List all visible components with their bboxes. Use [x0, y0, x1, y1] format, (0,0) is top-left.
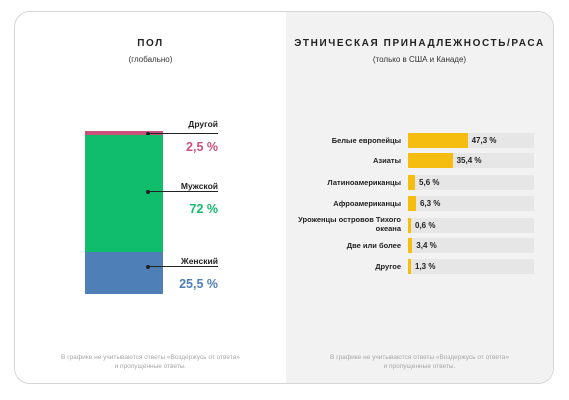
gender-label: Другой [188, 119, 218, 129]
gender-leader-dot [146, 264, 150, 269]
ethnicity-subtitle: (только в США и Канаде) [372, 55, 467, 64]
ethnicity-value-label: 5,6 % [419, 178, 440, 187]
ethnicity-category-label: Другое [375, 262, 401, 271]
ethnicity-bar [408, 175, 416, 190]
ethnicity-category-label: Белые европейцы [331, 136, 401, 145]
ethnicity-footnote: В графике не учитываются ответы «Воздерж… [286, 353, 553, 371]
ethnicity-footnote-line2: и пропущенные ответы. [383, 363, 456, 370]
ethnicity-bar-track [408, 153, 534, 168]
gender-value: 72 % [189, 202, 219, 216]
ethnicity-value-label: 35,4 % [456, 156, 482, 165]
gender-leader-dot [146, 189, 150, 194]
ethnicity-category-label: Две или более [346, 241, 401, 250]
ethnicity-category-label: Азиаты [372, 156, 401, 165]
ethnicity-value-label: 47,3 % [471, 136, 497, 145]
ethnicity-bar [408, 196, 416, 211]
ethnicity-value-label: 6,3 % [419, 199, 441, 208]
gender-label: Женский [181, 256, 218, 266]
gender-leader-line [148, 133, 218, 134]
ethnicity-footnote-line1: В графике не учитываются ответы «Воздерж… [330, 354, 509, 361]
gender-footnote-line2: и пропущенные ответы. [114, 363, 187, 370]
gender-leader-line [148, 266, 218, 267]
ethnicity-value-label: 3,4 % [416, 241, 437, 250]
ethnicity-bar [408, 153, 453, 168]
ethnicity-bar-track [408, 238, 534, 253]
ethnicity-bar [408, 259, 411, 274]
gender-segment-3 [85, 252, 163, 294]
ethnicity-title: ЭТНИЧЕСКАЯ ПРИНАДЛЕЖНОСТЬ/РАСА [294, 38, 545, 49]
gender-segment-1 [85, 131, 163, 136]
gender-value: 25,5 % [179, 277, 218, 291]
gender-footnote: В графике не учитываются ответы «Воздерж… [15, 353, 286, 371]
gender-label: Мужской [180, 181, 218, 191]
gender-title: ПОЛ [137, 38, 164, 49]
ethnicity-bar [408, 218, 411, 233]
ethnicity-value-label: 0,6 % [415, 221, 436, 230]
gender-value: 2,5 % [186, 140, 218, 154]
ethnicity-category-label: Уроженцы островов Тихого океана [298, 215, 401, 233]
gender-footnote-line1: В графике не учитываются ответы «Воздерж… [61, 354, 240, 361]
ethnicity-bar-track [408, 259, 534, 274]
gender-segment-2 [85, 135, 163, 253]
gender-subtitle: (глобально) [128, 55, 173, 64]
ethnicity-value-label: 1,3 % [415, 262, 436, 271]
gender-leader-line [148, 191, 218, 192]
ethnicity-bar-track [408, 133, 534, 148]
ethnicity-category-label: Афроамериканцы [333, 199, 401, 208]
ethnicity-bar-track [408, 218, 534, 233]
ethnicity-category-label: Латиноамериканцы [327, 178, 401, 187]
ethnicity-bar-track [408, 175, 534, 190]
gender-leader-dot [146, 131, 150, 136]
ethnicity-bar [408, 133, 468, 148]
ethnicity-bar-track [408, 196, 534, 211]
ethnicity-bar [408, 238, 413, 253]
infographic-card: ПОЛ (глобально) Другой 2,5 % Мужской 72 % Же… [14, 11, 554, 384]
